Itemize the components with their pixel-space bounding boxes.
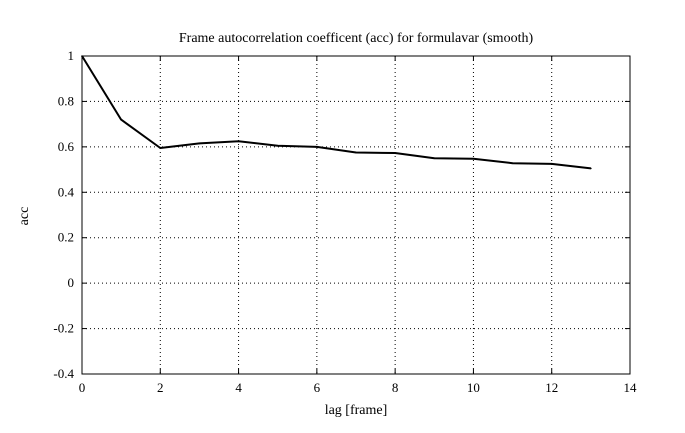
data-point [550,163,553,165]
data-point [472,157,475,160]
x-tick-label: 6 [314,380,321,395]
y-tick-label: 0.8 [58,93,74,108]
data-point [433,157,436,160]
y-tick-label: 1 [68,48,75,63]
ticks [81,55,631,375]
y-tick-labels: 1 0.8 0.6 0.4 0.2 0 -0.2 -0.4 [53,48,74,381]
x-tick-label: 8 [392,380,399,395]
series-line [81,55,592,170]
data-point [159,147,162,149]
grid [82,56,630,374]
y-tick-label: 0 [68,275,75,290]
y-tick-label: 0.2 [58,230,74,245]
y-axis-label: acc [17,207,32,226]
plot-frame [81,55,631,375]
data-point [590,167,592,170]
data-point [81,55,83,57]
x-tick-label: 10 [467,380,480,395]
data-point [120,118,122,121]
data-point [394,152,396,154]
x-tick-label: 4 [235,380,242,395]
chart-title: Frame autocorrelation coefficent (acc) f… [179,31,534,46]
data-point [355,151,357,154]
x-tick-label: 14 [624,380,638,395]
data-point [237,140,240,142]
data-point [198,142,201,145]
x-tick-label: 2 [157,380,164,395]
x-tick-label: 12 [545,380,558,395]
data-point [511,162,514,165]
x-tick-label: 0 [79,380,86,395]
data-point [316,146,318,148]
y-tick-label: -0.2 [53,321,74,336]
y-tick-label: 0.6 [58,139,75,154]
x-tick-labels: 0 2 4 6 8 10 12 14 [79,380,637,395]
y-tick-label: 0.4 [58,184,75,199]
data-point [276,144,279,147]
y-tick-label: -0.4 [53,366,74,381]
x-axis-label: lag [frame] [325,403,388,418]
series [81,55,592,170]
